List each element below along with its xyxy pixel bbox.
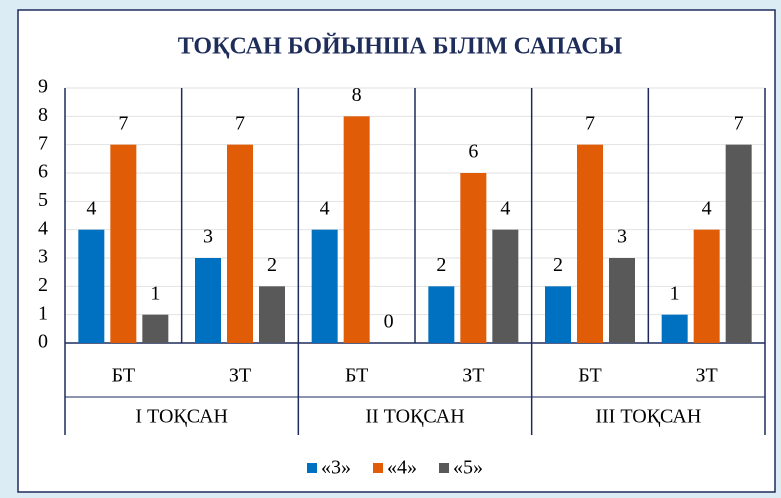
value-label: 6	[468, 141, 478, 163]
legend-label: «3»	[321, 457, 351, 479]
value-label: 0	[384, 311, 394, 333]
legend-swatch	[439, 463, 449, 473]
bar	[311, 229, 338, 343]
bar	[142, 314, 169, 343]
legend-label: «4»	[387, 457, 417, 479]
value-label: 7	[118, 112, 128, 134]
bar	[195, 258, 221, 343]
bar	[428, 286, 455, 343]
value-label: 7	[235, 112, 245, 134]
bar	[259, 286, 285, 343]
group-label: I ТОҚСАН	[135, 406, 228, 428]
value-label: 4	[702, 197, 712, 219]
x-tick-label: БТ	[578, 365, 601, 387]
bar	[725, 144, 752, 343]
x-tick-label: БТ	[345, 365, 368, 387]
y-tick-label: 8	[38, 104, 48, 126]
y-tick-label: 1	[38, 302, 48, 324]
bar	[545, 286, 571, 343]
legend-swatch	[373, 463, 383, 473]
bar	[577, 144, 603, 343]
legend-swatch	[307, 463, 317, 473]
bar	[110, 144, 137, 343]
y-tick-label: 2	[38, 274, 48, 296]
bar	[693, 229, 720, 343]
x-tick-label: ЗТ	[462, 365, 484, 387]
group-label: III ТОҚСАН	[595, 406, 701, 428]
value-label: 4	[500, 197, 510, 219]
legend-label: «5»	[453, 457, 483, 479]
bar	[227, 144, 253, 343]
y-tick-label: 6	[38, 161, 48, 183]
bar	[492, 229, 519, 343]
bar	[460, 173, 487, 343]
value-label: 1	[150, 282, 160, 304]
x-tick-label: БТ	[112, 365, 135, 387]
value-label: 1	[670, 282, 680, 304]
y-tick-label: 4	[38, 217, 48, 239]
bar	[343, 116, 370, 343]
y-tick-label: 5	[38, 189, 48, 211]
bar	[609, 258, 635, 343]
group-label: II ТОҚСАН	[365, 406, 464, 428]
value-label: 3	[203, 226, 213, 248]
bar	[661, 314, 688, 343]
value-label: 2	[553, 254, 563, 276]
value-label: 7	[734, 112, 744, 134]
y-tick-label: 7	[38, 132, 48, 154]
x-tick-label: ЗТ	[229, 365, 251, 387]
value-label: 4	[86, 197, 96, 219]
value-label: 7	[585, 112, 595, 134]
y-tick-label: 3	[38, 246, 48, 268]
x-tick-label: ЗТ	[696, 365, 718, 387]
bar	[78, 229, 105, 343]
y-tick-label: 9	[38, 76, 48, 98]
value-label: 8	[352, 84, 362, 106]
y-tick-label: 0	[38, 331, 48, 353]
value-label: 2	[267, 254, 277, 276]
value-label: 3	[617, 226, 627, 248]
value-label: 4	[320, 197, 330, 219]
value-label: 2	[436, 254, 446, 276]
chart-title: ТОҚСАН БОЙЫНША БІЛІМ САПАСЫ	[178, 34, 623, 60]
